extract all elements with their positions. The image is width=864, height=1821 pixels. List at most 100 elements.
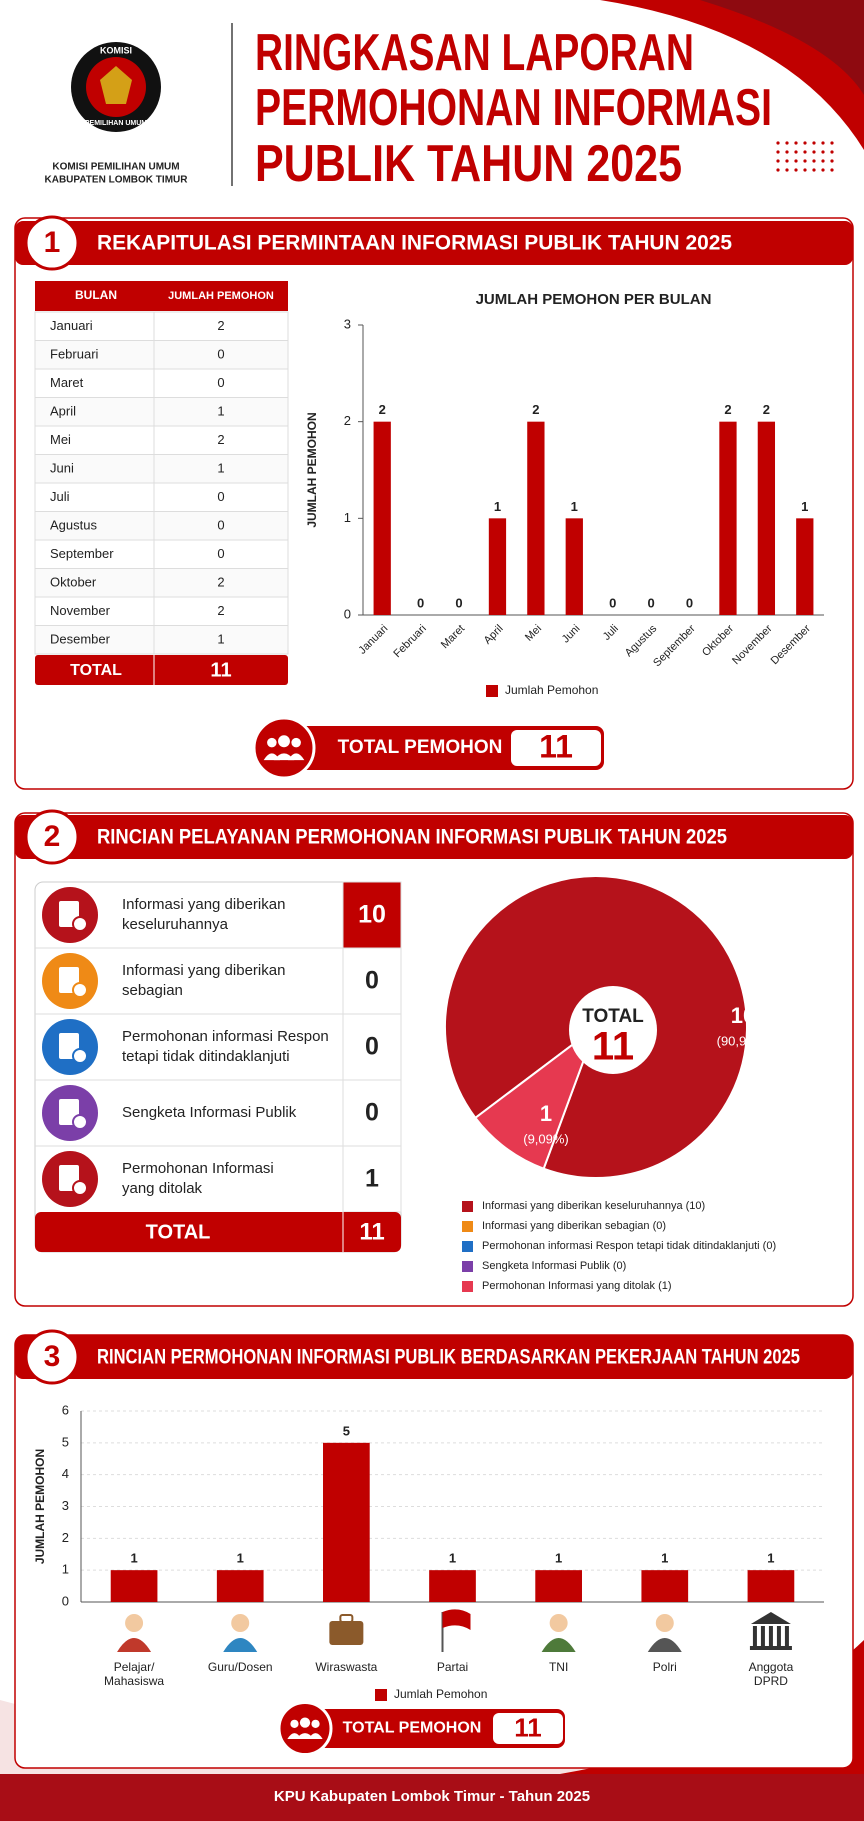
bar-value-label: 0 [648, 595, 655, 610]
y-tick-label: 0 [62, 1593, 69, 1608]
bar-value-label: 1 [555, 1551, 562, 1566]
icon-part [278, 735, 290, 748]
table-row [34, 511, 289, 541]
bar-value-label: 0 [686, 595, 693, 610]
decor-dot [812, 150, 816, 154]
total-label: TOTAL PEMOHON [338, 737, 503, 758]
y-tick-label: 3 [344, 316, 351, 331]
icon-part [299, 1717, 311, 1728]
decor-dot [821, 168, 825, 172]
table-row [34, 482, 289, 512]
table-cell: 0 [217, 517, 224, 532]
slice-percent-label: (9,09%) [523, 1131, 569, 1146]
table-total-row [35, 655, 288, 685]
category-icon [776, 1626, 781, 1646]
bar [527, 421, 545, 615]
category-icon [760, 1626, 765, 1646]
decor-dot [803, 168, 807, 172]
legend-swatch [462, 1281, 473, 1292]
table-column: JUMLAH PEMOHON [168, 290, 274, 302]
bar-value-label: 1 [494, 499, 501, 514]
list-value: 0 [365, 1033, 379, 1061]
bar-value-label: 2 [532, 402, 539, 417]
bar-value-label: 2 [379, 402, 386, 417]
x-tick-label: Pelajar/ [114, 1660, 155, 1674]
list-label: tetapi tidak ditindaklanjuti [122, 1048, 290, 1065]
y-tick-label: 6 [62, 1402, 69, 1417]
y-tick-label: 2 [62, 1530, 69, 1545]
bar-value-label: 0 [455, 595, 462, 610]
total-icon [277, 1701, 333, 1756]
decor-dot [812, 159, 816, 163]
decor-dot [812, 141, 816, 145]
list-label: keseluruhannya [122, 916, 229, 933]
table-column: BULAN [75, 288, 117, 302]
decor-dot [830, 141, 834, 145]
section-title: REKAPITULASI PERMINTAAN INFORMASI PUBLIK… [97, 232, 732, 255]
x-tick-label: TNI [549, 1660, 568, 1674]
page-title: RINGKASAN LAPORAN [255, 24, 694, 82]
table-cell: September [50, 546, 114, 561]
section-badge [24, 809, 80, 865]
table-row [34, 454, 289, 484]
total-value-box [511, 730, 601, 766]
table-cell: Januari [50, 318, 93, 333]
table-row [34, 539, 289, 569]
list-value-cell [342, 1013, 402, 1081]
footer-text: KPU Kabupaten Lombok Timur - Tahun 2025 [274, 1788, 590, 1805]
category-icon [768, 1626, 773, 1646]
decor-dot [776, 168, 780, 172]
table-cell: 0 [217, 375, 224, 390]
table-cell: 2 [217, 318, 224, 333]
logo-emblem [100, 66, 132, 104]
decor-dot [785, 159, 789, 163]
category-icon [339, 1614, 354, 1623]
legend-label: Jumlah Pemohon [505, 683, 598, 697]
total-label: TOTAL PEMOHON [343, 1720, 482, 1737]
list-total-value: 11 [359, 1218, 384, 1245]
section-band [15, 815, 853, 859]
slice-value-label: 1 [540, 1101, 552, 1126]
pie-center-value: 11 [592, 1025, 634, 1069]
table-cell: 2 [217, 432, 224, 447]
table-row [34, 368, 289, 398]
decor-dot [830, 168, 834, 172]
category-icon [749, 1646, 792, 1650]
list-value: 10 [358, 901, 386, 929]
pie-hole [569, 986, 657, 1074]
bar [565, 518, 583, 615]
table-cell: 2 [217, 603, 224, 618]
legend-swatch [462, 1241, 473, 1252]
y-axis-label: JUMLAH PEMOHON [305, 412, 319, 527]
section-badge [24, 215, 80, 271]
bar-value-label: 1 [661, 1551, 668, 1566]
x-tick-label: Wiraswasta [315, 1660, 377, 1674]
total-value: 11 [514, 1712, 542, 1742]
list-value: 0 [365, 1099, 379, 1127]
table-cell: November [50, 603, 111, 618]
bar-value-label: 1 [237, 1551, 244, 1566]
list-value-cell [342, 881, 402, 949]
y-tick-label: 5 [62, 1434, 69, 1449]
x-tick-label: Guru/Dosen [208, 1660, 273, 1674]
category-icon [655, 1614, 674, 1632]
x-tick-label: DPRD [754, 1674, 788, 1688]
category-icon [442, 1609, 471, 1630]
legend-swatch [486, 685, 498, 697]
table-cell: Oktober [50, 574, 97, 589]
category-icon [329, 1621, 364, 1645]
legend-label: Informasi yang diberikan sebagian (0) [482, 1220, 666, 1232]
section-title: RINCIAN PELAYANAN PERMOHONAN INFORMASI P… [97, 826, 727, 849]
legend-swatch [462, 1201, 473, 1212]
bar [796, 518, 814, 615]
category-icon [784, 1626, 789, 1646]
decor-swoosh [700, 0, 864, 95]
category-icon [752, 1626, 757, 1646]
bar [641, 1570, 689, 1602]
bar [757, 421, 776, 615]
table-cell: 0 [217, 489, 224, 504]
section-number: 1 [44, 226, 61, 259]
section-badge [24, 1329, 80, 1385]
total-value-box [493, 1713, 563, 1744]
list-label: sebagian [122, 982, 183, 999]
